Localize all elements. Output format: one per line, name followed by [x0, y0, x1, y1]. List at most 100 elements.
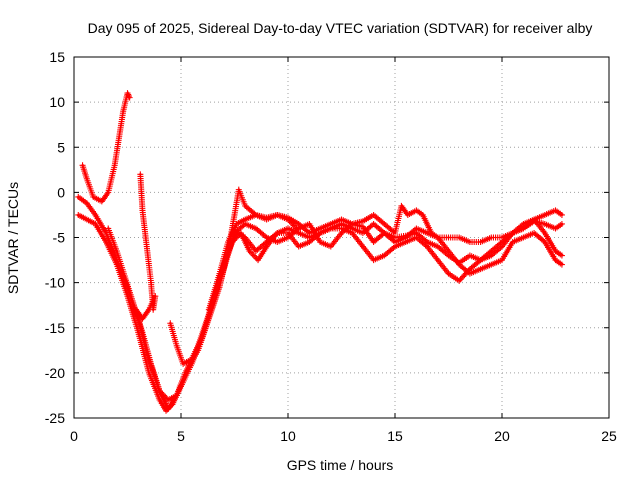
data-point [265, 245, 268, 248]
x-axis-label: GPS time / hours [287, 457, 394, 473]
data-point [137, 331, 140, 334]
data-point [265, 236, 268, 239]
data-point [361, 245, 365, 248]
series-track-5 [133, 171, 159, 322]
data-point [522, 236, 525, 239]
data-point [400, 204, 403, 208]
data-point [308, 222, 311, 226]
data-point [372, 258, 375, 262]
data-point [286, 216, 290, 219]
data-point [393, 231, 397, 235]
data-point [468, 240, 472, 244]
data-point [254, 227, 258, 230]
data-point [254, 213, 258, 217]
data-point [235, 231, 238, 235]
data-point [175, 344, 178, 347]
series-track-6 [167, 220, 565, 367]
data-point [458, 279, 461, 283]
data-point [145, 245, 148, 248]
data-point [361, 220, 365, 223]
data-point [117, 137, 121, 140]
data-point [554, 258, 557, 262]
data-point [458, 236, 461, 239]
data-point [107, 227, 110, 230]
data-point [297, 231, 300, 235]
data-point [113, 164, 116, 167]
data-point [511, 231, 514, 235]
data-point [500, 245, 504, 248]
data-point [201, 335, 204, 338]
data-point [244, 204, 247, 208]
data-point [500, 236, 504, 239]
data-point [560, 254, 564, 257]
data-point [560, 263, 564, 266]
data-point [239, 231, 243, 235]
data-point [276, 231, 279, 235]
data-point [226, 240, 230, 244]
data-point [543, 213, 546, 217]
data-point [181, 362, 185, 366]
data-point [237, 188, 240, 191]
data-point [329, 245, 332, 248]
data-point [175, 394, 178, 397]
data-point [207, 308, 211, 311]
data-point [340, 231, 343, 235]
data-point [383, 222, 386, 226]
data-point [151, 308, 155, 311]
data-point [85, 177, 89, 181]
data-point [430, 231, 433, 235]
data-point [383, 254, 386, 257]
data-point [276, 240, 279, 244]
data-point [490, 249, 493, 253]
data-point [154, 294, 157, 298]
data-point [421, 213, 425, 217]
data-point [318, 227, 322, 230]
data-point [286, 231, 290, 235]
data-point [329, 227, 332, 230]
data-point [85, 218, 89, 221]
data-point [393, 236, 397, 239]
data-point [166, 407, 170, 411]
data-point [415, 236, 418, 239]
data-point [235, 222, 238, 226]
data-point [425, 245, 429, 248]
data-point [500, 258, 504, 262]
x-tick-label: 15 [387, 428, 403, 444]
x-tick-label: 10 [280, 428, 296, 444]
data-point [318, 240, 322, 244]
data-point [543, 222, 546, 226]
data-point [169, 322, 172, 325]
data-point [141, 209, 144, 212]
data-point [254, 249, 258, 253]
data-point [383, 231, 386, 235]
data-point [415, 227, 418, 230]
y-tick-label: -20 [45, 365, 65, 381]
chart-title: Day 095 of 2025, Sidereal Day-to-day VTE… [88, 20, 593, 36]
data-point [404, 240, 407, 244]
data-point [340, 222, 343, 226]
data-point [104, 240, 108, 244]
data-point [393, 245, 397, 248]
series-group [75, 90, 565, 414]
data-point [372, 222, 375, 226]
data-point [468, 272, 472, 275]
data-point [166, 398, 170, 402]
data-point [308, 236, 311, 239]
y-tick-label: 0 [57, 184, 65, 200]
data-point [184, 371, 187, 375]
data-point [458, 263, 461, 266]
data-point [329, 222, 332, 226]
data-point [77, 213, 80, 217]
data-point [532, 231, 536, 235]
data-point [141, 331, 144, 334]
data-point [361, 231, 365, 235]
data-point [244, 222, 247, 226]
data-point [318, 231, 322, 235]
data-point [436, 245, 439, 248]
data-point [560, 222, 564, 226]
data-point [490, 236, 493, 239]
x-tick-label: 0 [70, 428, 78, 444]
x-tick-label: 25 [601, 428, 617, 444]
y-tick-label: 10 [49, 94, 65, 110]
data-point [81, 164, 84, 167]
